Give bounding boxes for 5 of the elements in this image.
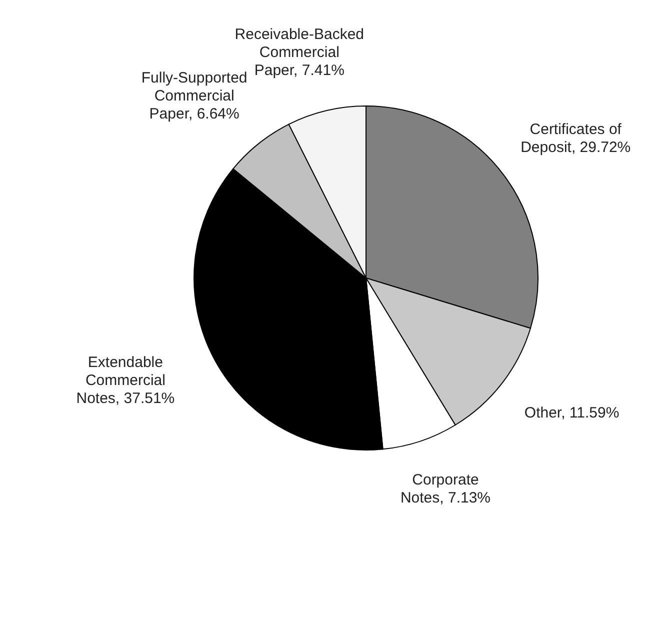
slice-label: Other, 11.59%: [524, 404, 620, 421]
slice-label: Fully-Supported Commercial Paper, 6.64%: [141, 69, 248, 122]
slice-label: Corporate Notes, 7.13%: [400, 470, 491, 506]
slice-label: Extendable Commercial Notes, 37.51%: [76, 353, 175, 406]
slice-label: Certificates of Deposit, 29.72%: [520, 120, 631, 156]
